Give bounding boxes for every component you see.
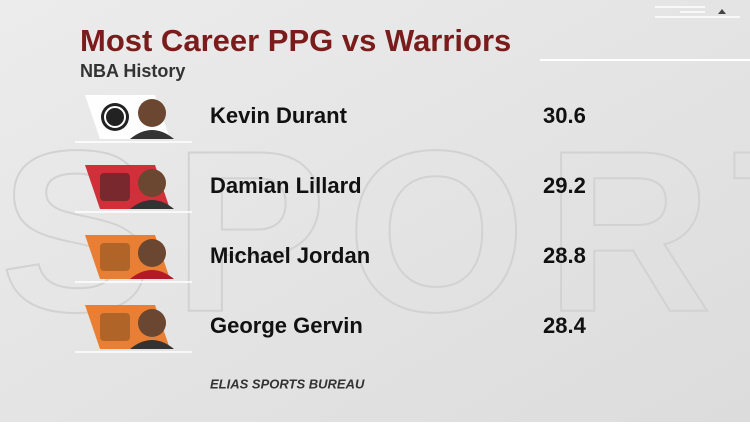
team-logo-ring	[104, 106, 126, 128]
player-shoulders	[130, 130, 174, 139]
ppg-value: 28.4	[543, 313, 587, 338]
subtitle: NBA History	[80, 61, 185, 81]
player-name: Kevin Durant	[210, 103, 348, 128]
player-head	[138, 239, 166, 267]
ppg-value: 28.8	[543, 243, 586, 268]
player-shoulders	[130, 200, 174, 209]
player-head	[138, 99, 166, 127]
arrow-icon	[718, 9, 726, 14]
player-name: Damian Lillard	[210, 173, 362, 198]
team-logo	[100, 243, 130, 271]
player-shoulders	[130, 340, 174, 349]
source: ELIAS SPORTS BUREAU	[210, 376, 365, 391]
rows: Kevin Durant 30.6 Damian Lillard 29.2 Michae…	[75, 95, 587, 353]
player-name: George Gervin	[210, 313, 363, 338]
title: Most Career PPG vs Warriors	[80, 23, 511, 58]
team-logo	[100, 173, 130, 201]
player-head	[138, 169, 166, 197]
player-head	[138, 309, 166, 337]
team-logo	[100, 313, 130, 341]
player-shoulders	[130, 270, 174, 279]
ppg-value: 30.6	[543, 103, 586, 128]
ppg-value: 29.2	[543, 173, 586, 198]
player-name: Michael Jordan	[210, 243, 370, 268]
